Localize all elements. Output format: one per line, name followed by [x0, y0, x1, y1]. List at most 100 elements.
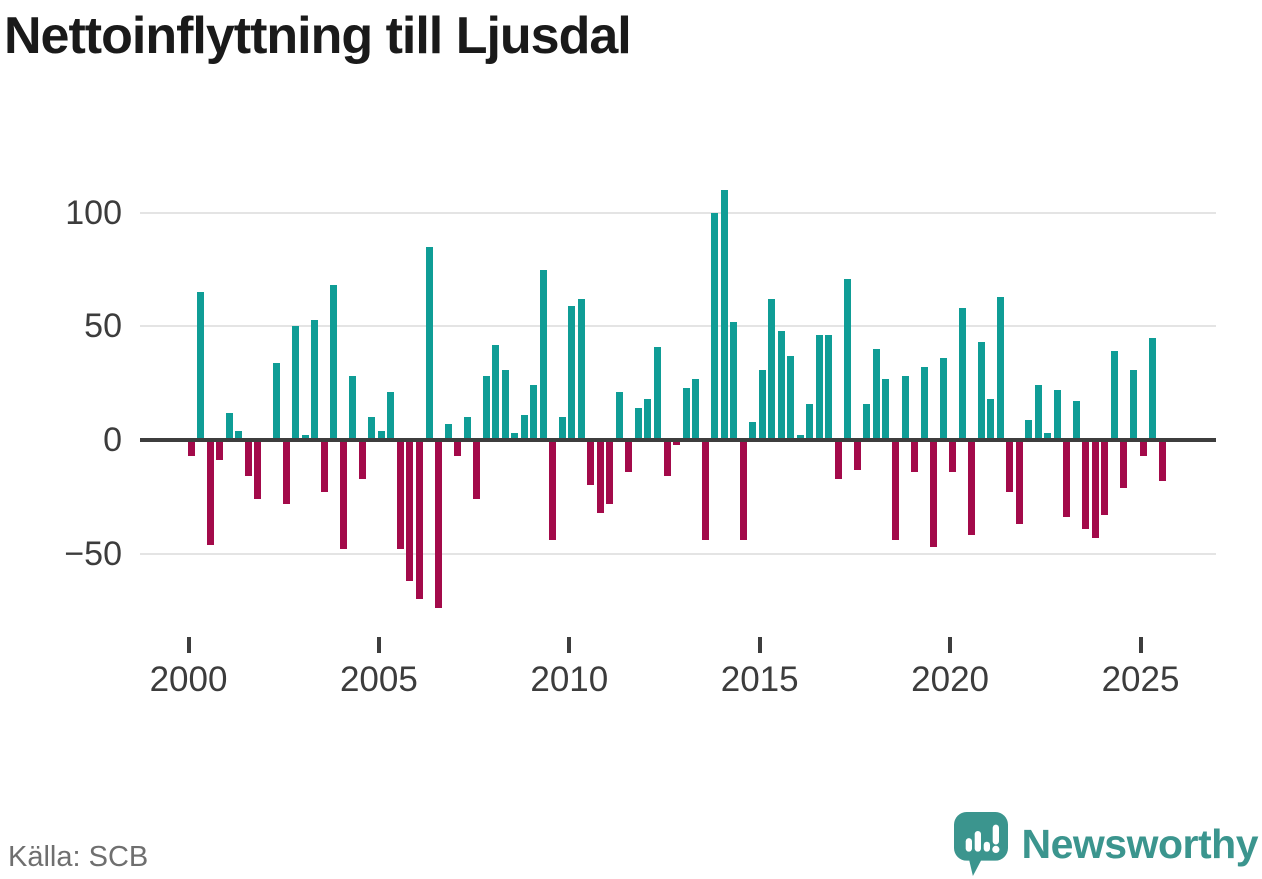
y-tick-label: −50 [64, 534, 122, 573]
bar [777, 330, 785, 440]
bar [339, 440, 347, 550]
speech-bubble-bar-chart-icon [953, 812, 1008, 876]
bar [349, 376, 357, 440]
bar [1044, 433, 1052, 440]
x-tick-label: 2005 [339, 660, 418, 699]
x-tick-label: 2000 [149, 660, 228, 699]
bar [1034, 385, 1042, 440]
bar [482, 376, 490, 440]
bar [1110, 351, 1118, 440]
bar [901, 376, 909, 440]
bar [425, 246, 433, 440]
bar [606, 440, 614, 504]
bar [768, 299, 776, 440]
bar [692, 378, 700, 440]
bar [197, 292, 205, 440]
x-tick-label: 2020 [911, 660, 990, 699]
bar [1072, 401, 1080, 440]
bar [1053, 389, 1061, 440]
bar [758, 369, 766, 440]
bar [187, 440, 195, 456]
bar [406, 440, 414, 581]
bar [1006, 440, 1014, 493]
bar [444, 424, 452, 440]
bar [435, 440, 443, 609]
x-tick [948, 637, 953, 653]
x-tick [186, 637, 191, 653]
bar [511, 433, 519, 440]
bar [834, 440, 842, 479]
bar [1139, 440, 1147, 456]
bar [1015, 440, 1023, 525]
bar [920, 367, 928, 440]
x-axis-zero-line [140, 438, 1216, 442]
bar [1025, 419, 1033, 440]
bar [530, 385, 538, 440]
bar [872, 349, 880, 440]
bar [1120, 440, 1128, 488]
bar [787, 355, 795, 440]
x-tick-label: 2025 [1101, 660, 1180, 699]
bar [473, 440, 481, 500]
bar [501, 369, 509, 440]
bar [1082, 440, 1090, 529]
bar [368, 417, 376, 440]
bar [682, 387, 690, 440]
bar [396, 440, 404, 550]
bar [730, 321, 738, 440]
bar [520, 414, 528, 440]
bar [301, 435, 309, 440]
bar [225, 412, 233, 440]
bar [244, 440, 252, 477]
bar [330, 285, 338, 440]
bar [463, 417, 471, 440]
chart-title: Nettoinflyttning till Ljusdal [4, 7, 632, 65]
bar [558, 417, 566, 440]
bar [853, 440, 861, 470]
bar [644, 399, 652, 440]
bar [663, 440, 671, 477]
bar [968, 440, 976, 536]
x-tick-label: 2010 [530, 660, 609, 699]
bar [1149, 337, 1157, 440]
bar [891, 440, 899, 540]
bar [634, 408, 642, 440]
gridline-100 [140, 211, 1216, 214]
bar [358, 440, 366, 479]
bar [577, 299, 585, 440]
bar [806, 403, 814, 440]
bar [587, 440, 595, 486]
y-tick-label: 100 [65, 193, 122, 232]
bar [377, 430, 385, 440]
bar [415, 440, 423, 600]
bar [292, 326, 300, 440]
bar [825, 335, 833, 440]
bar [492, 344, 500, 440]
bar [596, 440, 604, 513]
bar [625, 440, 633, 472]
bar [958, 308, 966, 440]
bar [1063, 440, 1071, 518]
bar [815, 335, 823, 440]
bar [863, 403, 871, 440]
bar [939, 358, 947, 440]
bar [454, 440, 462, 456]
bar [282, 440, 290, 504]
x-tick [376, 637, 381, 653]
bar [739, 440, 747, 540]
x-tick [1138, 637, 1143, 653]
bar [235, 430, 243, 440]
gridline--50 [140, 552, 1216, 555]
x-tick [567, 637, 572, 653]
bar [911, 440, 919, 472]
bar [720, 189, 728, 440]
brand-name: Newsworthy [1021, 820, 1259, 867]
bar [796, 435, 804, 440]
bar [844, 278, 852, 440]
bar [1158, 440, 1166, 481]
y-tick-label: 0 [103, 421, 122, 459]
bar [615, 392, 623, 440]
bar [711, 212, 719, 440]
